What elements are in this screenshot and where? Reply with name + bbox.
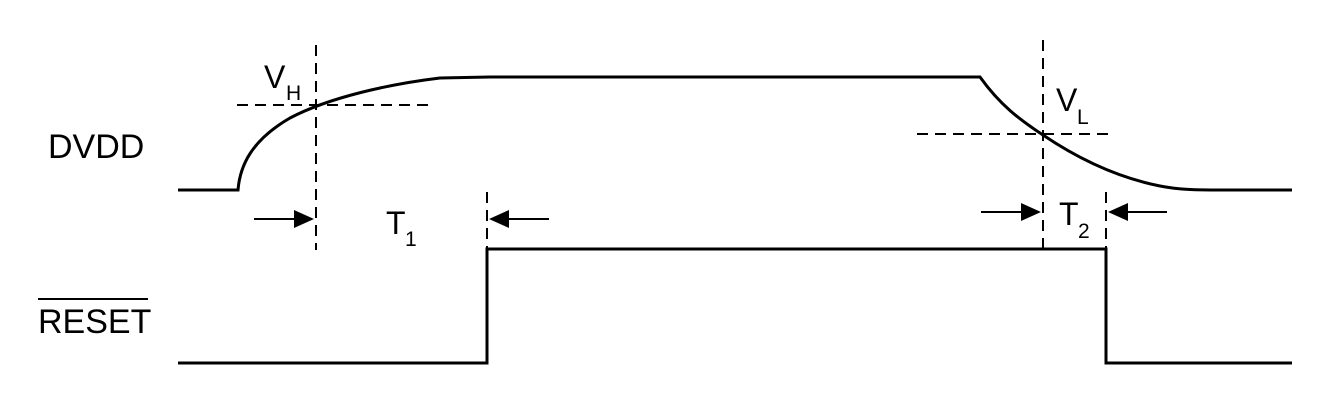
dvdd-signal-label: DVDD [48, 128, 144, 166]
reset-waveform [178, 247, 1292, 365]
vh-label-subscript: H [286, 82, 301, 105]
vl-label: V L [1056, 82, 1089, 129]
t1-end-arrow [489, 210, 549, 228]
t1-label-subscript: 1 [405, 228, 417, 251]
reset-signal-label: RESET [38, 303, 151, 341]
t1-label: T 1 [386, 205, 417, 251]
t1-label-main: T [386, 205, 406, 241]
t2-end-arrow [1108, 203, 1167, 221]
t2-label-main: T [1059, 196, 1079, 232]
dvdd-waveform [178, 75, 1292, 192]
t2-label-subscript: 2 [1078, 220, 1090, 243]
t2-label: T 2 [1059, 196, 1090, 243]
t1-start-arrow [254, 210, 314, 228]
vh-label: V H [264, 59, 301, 105]
vl-label-subscript: L [1077, 106, 1089, 129]
t2-start-arrow [981, 203, 1041, 221]
vh-label-main: V [264, 59, 286, 95]
vl-label-main: V [1056, 82, 1078, 118]
